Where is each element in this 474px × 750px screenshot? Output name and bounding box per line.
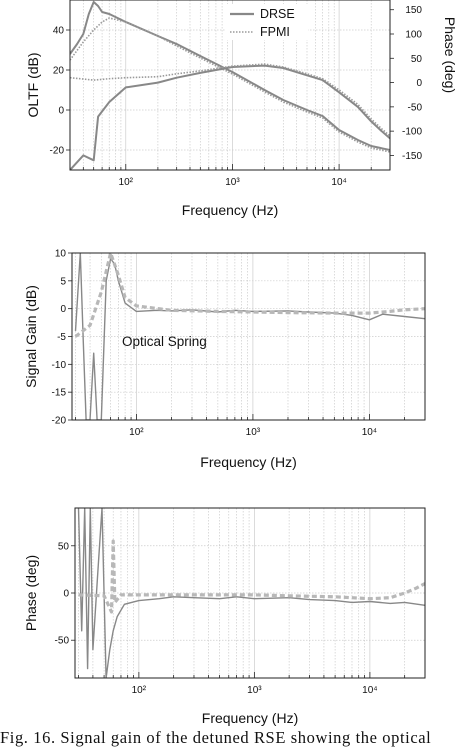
legend-box bbox=[226, 4, 308, 40]
y-tick-label: 0 bbox=[58, 106, 64, 117]
y-tick-label: 0 bbox=[63, 589, 69, 600]
x-tick-label: 10² bbox=[132, 685, 147, 696]
series-line-measured bbox=[77, 508, 425, 678]
y-tick-label: 50 bbox=[58, 541, 70, 552]
x-tick-label: 10³ bbox=[246, 427, 261, 438]
y2-tick-label: 150 bbox=[405, 5, 422, 16]
y-tick-label: -5 bbox=[57, 332, 66, 343]
y-tick-label: 5 bbox=[60, 276, 66, 287]
y-tick-label: -15 bbox=[52, 388, 67, 399]
y-tick-label: -50 bbox=[55, 636, 70, 647]
series-line-fpmi-left bbox=[70, 17, 390, 153]
x-axis-title: Frequency (Hz) bbox=[182, 202, 278, 218]
plot-frame bbox=[74, 507, 426, 679]
y-tick-label: -10 bbox=[52, 360, 67, 371]
x-tick-label: 10³ bbox=[225, 177, 240, 188]
series-line-fit bbox=[74, 253, 425, 338]
plot-frame bbox=[69, 0, 391, 171]
y2-tick-label: -150 bbox=[402, 151, 422, 162]
y2-axis-title: Phase (deg) bbox=[442, 17, 458, 93]
annotation-optical-spring: Optical Spring bbox=[122, 334, 207, 349]
y-axis-title: OLTF (dB) bbox=[25, 52, 41, 117]
x-tick-label: 10⁴ bbox=[331, 177, 346, 188]
x-tick-label: 10² bbox=[129, 427, 144, 438]
y2-tick-label: 0 bbox=[416, 78, 422, 89]
plot-frame bbox=[71, 252, 426, 421]
y-axis-title: Phase (deg) bbox=[23, 555, 39, 631]
y-tick-label: -20 bbox=[52, 416, 67, 427]
legend-label-fpmi: FPMI bbox=[260, 25, 290, 39]
figure-caption: Fig. 16. Signal gain of the detuned RSE … bbox=[0, 728, 432, 747]
y2-tick-label: -100 bbox=[402, 127, 422, 138]
y-tick-label: -20 bbox=[50, 146, 65, 157]
series-line-drse-left bbox=[70, 1, 390, 151]
x-tick-label: 10² bbox=[119, 177, 134, 188]
x-tick-label: 10⁴ bbox=[362, 685, 377, 696]
x-axis-title: Frequency (Hz) bbox=[200, 454, 296, 470]
x-axis-title: Frequency (Hz) bbox=[202, 710, 298, 726]
y-tick-label: 20 bbox=[53, 66, 65, 77]
y-tick-label: 40 bbox=[53, 26, 65, 37]
series-line-drse-right bbox=[70, 64, 390, 170]
y2-tick-label: 50 bbox=[411, 54, 423, 65]
series-line-fit bbox=[78, 539, 425, 614]
y-tick-label: 10 bbox=[55, 249, 67, 260]
x-tick-label: 10³ bbox=[247, 685, 262, 696]
y-axis-title: Signal Gain (dB) bbox=[23, 285, 39, 388]
x-tick-label: 10⁴ bbox=[362, 427, 377, 438]
series-line-fpmi-right bbox=[70, 63, 390, 137]
y2-tick-label: 100 bbox=[405, 30, 422, 41]
legend-label-drse: DRSE bbox=[260, 7, 295, 21]
y-tick-label: 0 bbox=[60, 304, 66, 315]
y2-tick-label: -50 bbox=[408, 102, 423, 113]
